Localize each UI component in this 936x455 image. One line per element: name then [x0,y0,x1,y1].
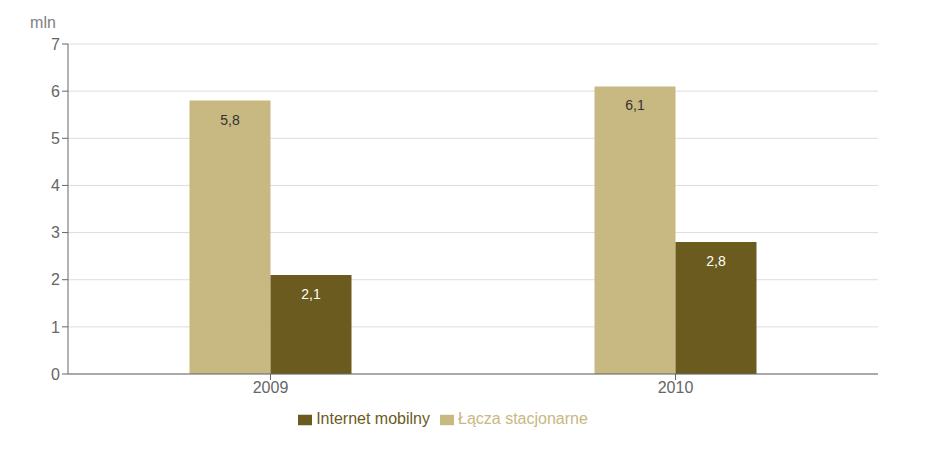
svg-text:3: 3 [51,224,60,241]
svg-text:2,1: 2,1 [301,286,321,302]
svg-text:mln: mln [30,14,56,31]
svg-text:1: 1 [51,319,60,336]
svg-text:5: 5 [51,130,60,147]
svg-text:2010: 2010 [658,379,694,396]
svg-text:0: 0 [51,366,60,383]
svg-text:2,8: 2,8 [706,253,726,269]
html-text:Łącza stacjonarne: Łącza stacjonarne [458,410,588,427]
svg-text:5,8: 5,8 [220,112,240,128]
html-text:Internet mobilny: Internet mobilny [316,410,430,427]
svg-text:2009: 2009 [253,379,289,396]
svg-text:6: 6 [51,83,60,100]
svg-text:7: 7 [51,36,60,53]
svg-text:2: 2 [51,271,60,288]
svg-text:4: 4 [51,177,60,194]
svg-text:6,1: 6,1 [625,97,645,113]
